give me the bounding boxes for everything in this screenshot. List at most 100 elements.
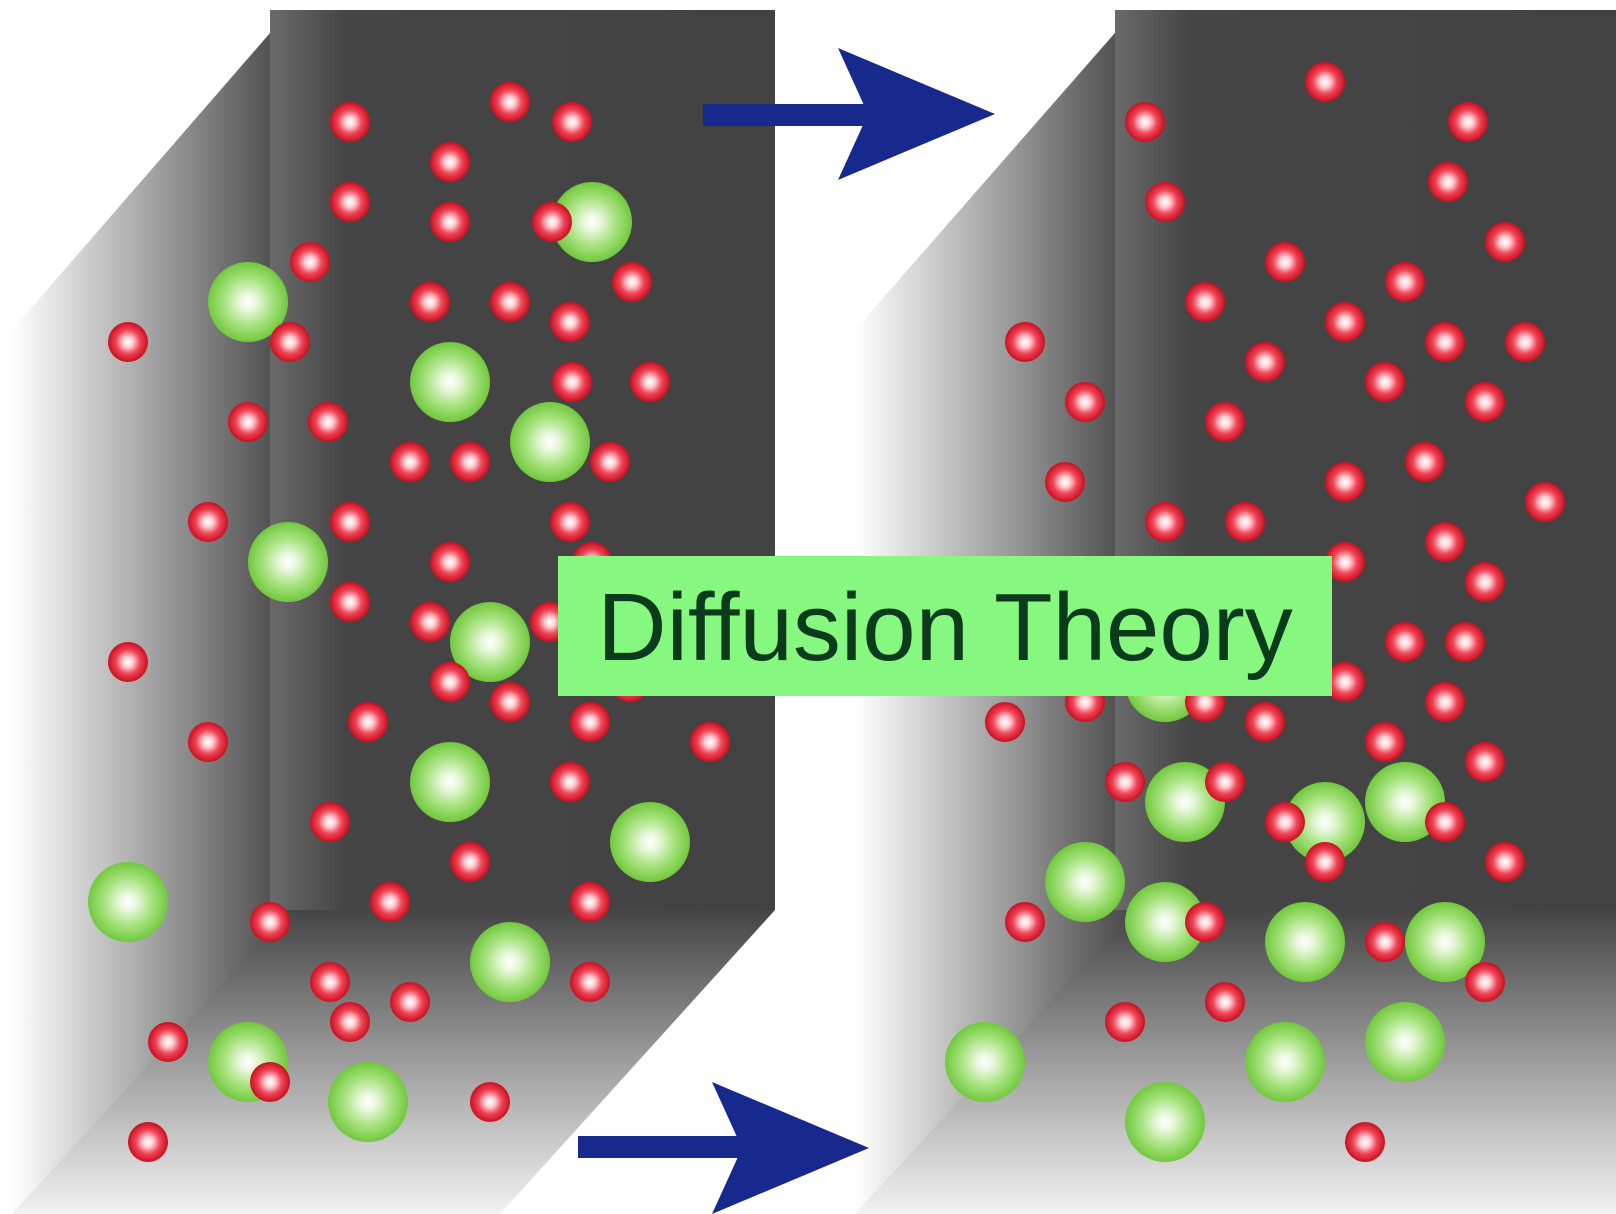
before-large-particle [470, 922, 550, 1002]
after-small-particle [1385, 262, 1425, 302]
before-small-particle [490, 682, 530, 722]
before-large-particle [410, 342, 490, 422]
after-small-particle [1205, 402, 1245, 442]
after-small-particle [1365, 722, 1405, 762]
before-small-particle [550, 502, 590, 542]
before-small-particle [330, 182, 370, 222]
after-small-particle [1205, 982, 1245, 1022]
before-small-particle [612, 262, 652, 302]
before-small-particle [490, 82, 530, 122]
before-small-particle [552, 102, 592, 142]
after-small-particle [1365, 362, 1405, 402]
after-small-particle [1185, 282, 1225, 322]
after-small-particle [1485, 842, 1525, 882]
after-large-particle [1125, 882, 1205, 962]
before-large-particle [450, 602, 530, 682]
before-small-particle [330, 502, 370, 542]
before-small-particle [552, 362, 592, 402]
before-large-particle [610, 802, 690, 882]
after-small-particle [1225, 502, 1265, 542]
after-large-particle [945, 1022, 1025, 1102]
before-small-particle [188, 502, 228, 542]
after-large-particle [1045, 842, 1125, 922]
after-small-particle [1045, 462, 1085, 502]
before-small-particle [370, 882, 410, 922]
before-small-particle [630, 362, 670, 402]
after-small-particle [1465, 962, 1505, 1002]
after-small-particle [1445, 622, 1485, 662]
after-small-particle [1185, 902, 1225, 942]
after-small-particle [1465, 742, 1505, 782]
before-small-particle [490, 282, 530, 322]
after-small-particle [1425, 802, 1465, 842]
after-small-particle [1125, 102, 1165, 142]
panel-after-floor [855, 910, 1616, 1214]
before-small-particle [290, 242, 330, 282]
before-small-particle [308, 402, 348, 442]
after-small-particle [1205, 762, 1245, 802]
before-small-particle [690, 722, 730, 762]
after-small-particle [1365, 922, 1405, 962]
before-large-particle [510, 402, 590, 482]
before-small-particle [590, 442, 630, 482]
before-small-particle [310, 962, 350, 1002]
after-small-particle [1325, 462, 1365, 502]
before-large-particle [248, 522, 328, 602]
before-small-particle [330, 102, 370, 142]
before-small-particle [532, 202, 572, 242]
before-small-particle [348, 702, 388, 742]
after-small-particle [1145, 502, 1185, 542]
after-large-particle [1245, 1022, 1325, 1102]
after-small-particle [1265, 802, 1305, 842]
before-large-particle [88, 862, 168, 942]
before-small-particle [430, 202, 470, 242]
after-small-particle [1005, 322, 1045, 362]
before-small-particle [270, 322, 310, 362]
after-small-particle [1525, 482, 1565, 522]
before-small-particle [108, 642, 148, 682]
before-small-particle [250, 1062, 290, 1102]
after-small-particle [1465, 382, 1505, 422]
before-small-particle [390, 982, 430, 1022]
after-small-particle [1505, 322, 1545, 362]
after-large-particle [1405, 902, 1485, 982]
before-small-particle [430, 542, 470, 582]
before-small-particle [450, 842, 490, 882]
before-small-particle [330, 582, 370, 622]
after-small-particle [1448, 102, 1488, 142]
before-small-particle [108, 322, 148, 362]
before-small-particle [570, 882, 610, 922]
after-small-particle [1305, 842, 1345, 882]
after-small-particle [1325, 302, 1365, 342]
before-small-particle [470, 1082, 510, 1122]
before-small-particle [310, 802, 350, 842]
before-small-particle [148, 1022, 188, 1062]
after-small-particle [1385, 622, 1425, 662]
after-small-particle [1265, 242, 1305, 282]
before-small-particle [330, 1002, 370, 1042]
after-small-particle [1428, 162, 1468, 202]
after-small-particle [1345, 1122, 1385, 1162]
after-small-particle [1425, 322, 1465, 362]
after-small-particle [1065, 382, 1105, 422]
after-small-particle [1245, 702, 1285, 742]
before-small-particle [188, 722, 228, 762]
before-small-particle [570, 702, 610, 742]
after-large-particle [1265, 902, 1345, 982]
before-large-particle [552, 182, 632, 262]
after-small-particle [1005, 902, 1045, 942]
before-large-particle [328, 1062, 408, 1142]
after-small-particle [1245, 342, 1285, 382]
after-small-particle [1425, 682, 1465, 722]
after-small-particle [1465, 562, 1505, 602]
after-small-particle [1325, 542, 1365, 582]
before-small-particle [430, 662, 470, 702]
diagram-title: Diffusion Theory [558, 556, 1332, 696]
before-small-particle [550, 762, 590, 802]
before-small-particle [410, 602, 450, 642]
after-large-particle [1285, 782, 1365, 862]
after-small-particle [1105, 762, 1145, 802]
before-large-particle [410, 742, 490, 822]
after-small-particle [1325, 662, 1365, 702]
arrow-top [703, 48, 995, 180]
